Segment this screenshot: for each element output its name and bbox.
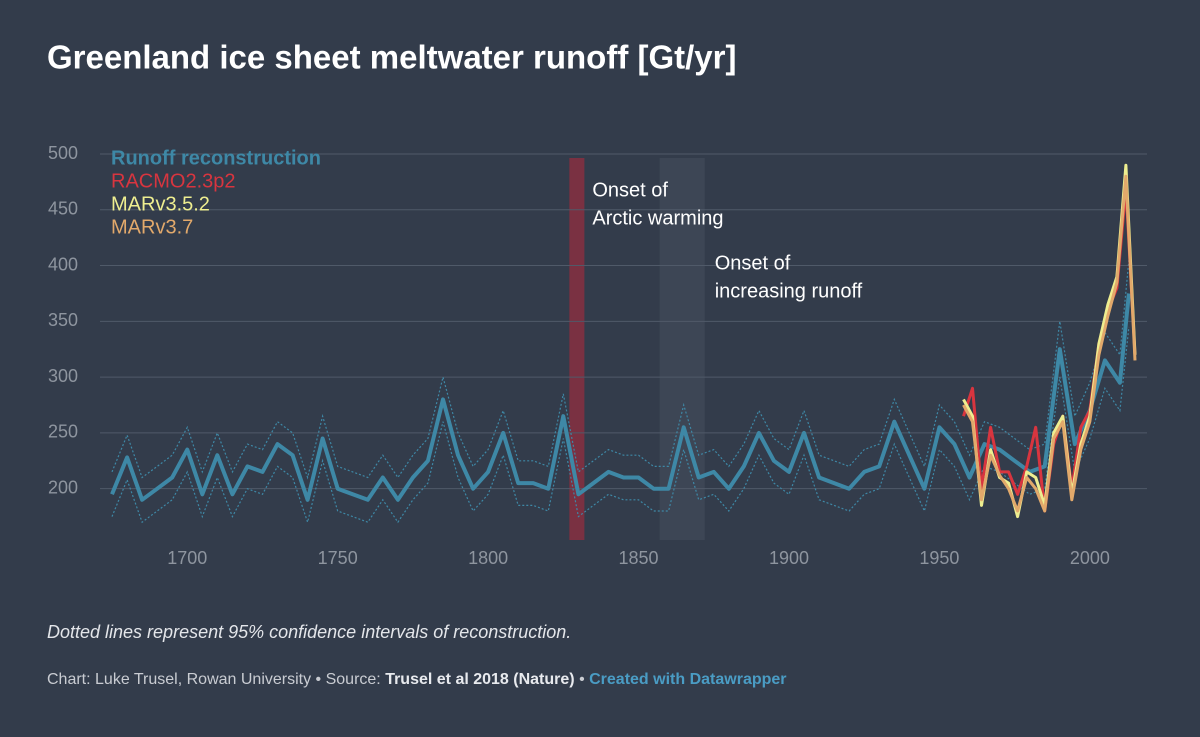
x-tick-label: 1850 <box>619 548 659 568</box>
separator: • <box>579 671 585 688</box>
credits: Chart: Luke Trusel, Rowan University • S… <box>47 671 787 689</box>
x-tick-label: 2000 <box>1070 548 1110 568</box>
series-line <box>110 293 1131 502</box>
legend-entry: Runoff reconstruction <box>111 147 321 169</box>
y-tick-label: 450 <box>48 199 78 219</box>
series-line <box>962 174 1137 513</box>
y-tick-label: 300 <box>48 366 78 386</box>
note: Dotted lines represent 95% confidence in… <box>47 622 572 642</box>
annotation: Onset of <box>715 252 791 274</box>
x-tick-label: 1800 <box>468 548 508 568</box>
y-tick-label: 250 <box>48 422 78 442</box>
annotation: Onset of <box>592 179 668 201</box>
confidence-line <box>111 326 1130 525</box>
y-tick-label: 400 <box>48 254 78 274</box>
source: Trusel et al 2018 (Nature) <box>385 671 575 688</box>
annotation: Arctic warming <box>592 207 723 229</box>
x-tick-label: 1900 <box>769 548 809 568</box>
x-tick-label: 1750 <box>318 548 358 568</box>
y-tick-label: 200 <box>48 477 78 497</box>
legend-entry: MARv3.7 <box>111 216 193 238</box>
byline: Chart: Luke Trusel, Rowan University • S… <box>47 671 381 688</box>
legend-entry: MARv3.5.2 <box>111 193 210 215</box>
y-tick-label: 500 <box>48 143 78 163</box>
annotation: increasing runoff <box>715 280 863 302</box>
confidence-line <box>111 259 1130 480</box>
x-tick-label: 1950 <box>919 548 959 568</box>
legend-entry: RACMO2.3p2 <box>111 170 236 192</box>
y-tick-label: 350 <box>48 310 78 330</box>
highlight-band <box>569 158 585 540</box>
tool-credit[interactable]: Created with Datawrapper <box>589 671 787 688</box>
x-tick-label: 1700 <box>167 548 207 568</box>
chart-title: Greenland ice sheet meltwater runoff [Gt… <box>47 39 737 76</box>
